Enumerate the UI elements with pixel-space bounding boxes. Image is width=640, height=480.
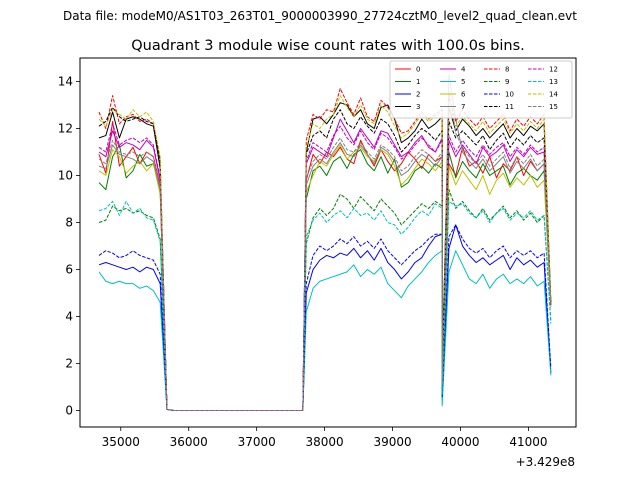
legend-label-13: 13 [549, 78, 558, 86]
legend-label-12: 12 [549, 66, 558, 74]
legend-label-14: 14 [549, 91, 558, 99]
x-tick-label: 39000 [373, 435, 411, 449]
axes-frame [79, 57, 577, 428]
legend-box [389, 60, 573, 119]
series-line-11 [98, 106, 552, 412]
y-tick-label: 2 [65, 357, 73, 371]
plot-area [79, 57, 577, 428]
legend-label-0: 0 [416, 66, 420, 74]
x-tick-label: 38000 [306, 435, 344, 449]
x-tick-label: 36000 [170, 435, 208, 449]
x-tick-label: 35000 [102, 435, 140, 449]
y-tick-label: 6 [65, 263, 73, 277]
legend-label-2: 2 [416, 91, 420, 99]
legend-label-5: 5 [461, 78, 465, 86]
y-tick-label: 12 [58, 122, 73, 136]
legend-label-15: 15 [549, 103, 558, 111]
legend-label-11: 11 [505, 103, 514, 111]
y-tick-label: 0 [65, 404, 73, 418]
legend-label-8: 8 [505, 66, 509, 74]
y-tick-label: 4 [65, 310, 73, 324]
legend-label-1: 1 [416, 78, 420, 86]
y-tick-label: 8 [65, 216, 73, 230]
x-offset-label: +3.429e8 [516, 455, 575, 469]
x-tick-label: 41000 [509, 435, 547, 449]
chart-title: Quadrant 3 module wise count rates with … [131, 38, 525, 54]
x-tick-label: 37000 [238, 435, 276, 449]
x-axis: 35000 36000 37000 38000 39000 40000 41000 [102, 427, 548, 449]
series-layer [98, 73, 552, 412]
legend-label-10: 10 [505, 91, 514, 99]
y-tick-label: 14 [58, 75, 73, 89]
legend-label-6: 6 [461, 91, 466, 99]
y-tick-label: 10 [58, 169, 73, 183]
legend-label-7: 7 [461, 103, 465, 111]
series-line-15 [98, 90, 552, 412]
legend-label-3: 3 [416, 103, 420, 111]
x-tick-label: 40000 [441, 435, 479, 449]
figure-suptitle: Data file: modeM0/AS1T03_263T01_90000039… [63, 9, 577, 23]
legend-label-4: 4 [461, 66, 466, 74]
legend-label-9: 9 [505, 78, 509, 86]
y-axis: 0 2 4 6 8 10 12 14 [58, 75, 80, 418]
